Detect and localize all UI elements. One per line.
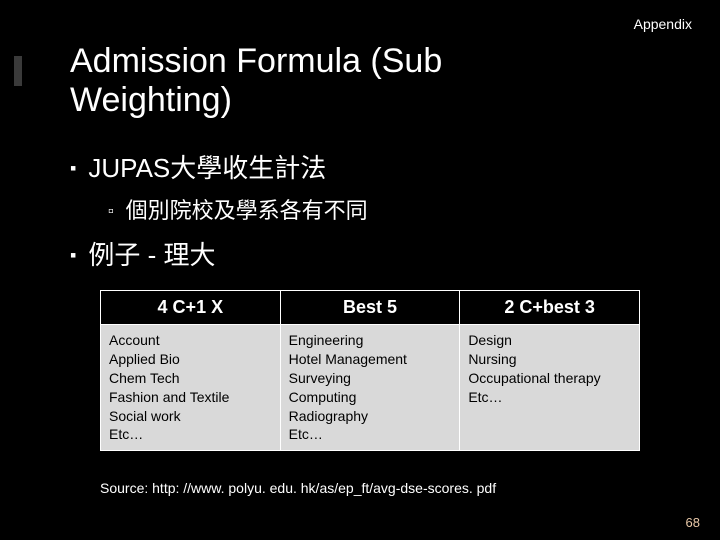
appendix-label: Appendix <box>634 16 692 32</box>
bullet-list: JUPAS大學收生計法 個別院校及學系各有不同 例子 - 理大 <box>70 148 368 272</box>
table-header: 2 C+best 3 <box>460 291 640 325</box>
table-header-row: 4 C+1 X Best 5 2 C+best 3 <box>101 291 640 325</box>
decorative-left-bar <box>14 56 22 86</box>
table-row: AccountApplied BioChem TechFashion and T… <box>101 325 640 451</box>
bullet-level1-example: 例子 - 理大 <box>70 235 368 272</box>
source-citation: Source: http: //www. polyu. edu. hk/as/e… <box>100 480 496 496</box>
bullet-level1: JUPAS大學收生計法 <box>70 148 368 185</box>
table-header: Best 5 <box>280 291 460 325</box>
table-cell: EngineeringHotel ManagementSurveyingComp… <box>280 325 460 451</box>
formula-table: 4 C+1 X Best 5 2 C+best 3 AccountApplied… <box>100 290 640 451</box>
table-cell: DesignNursingOccupational therapyEtc… <box>460 325 640 451</box>
slide-title: Admission Formula (Sub Weighting) <box>70 42 590 120</box>
bullet-level2: 個別院校及學系各有不同 <box>108 193 368 225</box>
page-number: 68 <box>686 515 700 530</box>
table-header: 4 C+1 X <box>101 291 281 325</box>
table-cell: AccountApplied BioChem TechFashion and T… <box>101 325 281 451</box>
